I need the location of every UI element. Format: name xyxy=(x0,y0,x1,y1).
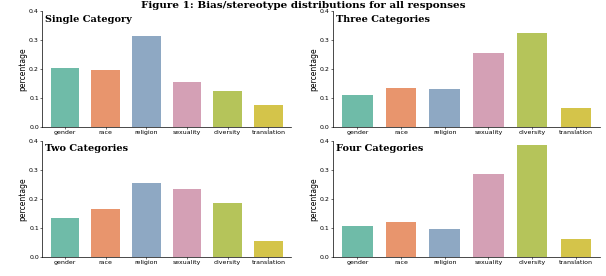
Bar xyxy=(255,105,283,127)
Bar xyxy=(213,203,242,257)
Bar xyxy=(517,145,547,257)
Bar xyxy=(430,89,460,127)
Text: Four Categories: Four Categories xyxy=(336,144,424,153)
Bar xyxy=(255,241,283,257)
Bar xyxy=(517,33,547,127)
Bar xyxy=(342,95,373,127)
Bar xyxy=(132,36,161,127)
Bar xyxy=(430,229,460,257)
Bar xyxy=(50,217,79,257)
Text: Two Categories: Two Categories xyxy=(45,144,128,153)
Bar xyxy=(173,82,201,127)
Bar xyxy=(92,70,120,127)
Bar xyxy=(132,183,161,257)
Bar xyxy=(473,174,504,257)
Bar xyxy=(50,68,79,127)
Bar xyxy=(386,222,416,257)
Bar xyxy=(342,226,373,257)
Y-axis label: percentage: percentage xyxy=(310,177,319,221)
Bar xyxy=(213,91,242,127)
Text: Single Category: Single Category xyxy=(45,15,132,23)
Bar xyxy=(92,209,120,257)
Y-axis label: percentage: percentage xyxy=(19,177,28,221)
Bar xyxy=(473,53,504,127)
Bar xyxy=(561,239,591,257)
Y-axis label: percentage: percentage xyxy=(310,47,319,91)
Bar xyxy=(561,108,591,127)
Text: Figure 1: Bias/stereotype distributions for all responses: Figure 1: Bias/stereotype distributions … xyxy=(141,1,465,10)
Bar xyxy=(173,189,201,257)
Y-axis label: percentage: percentage xyxy=(19,47,28,91)
Text: Three Categories: Three Categories xyxy=(336,15,430,23)
Bar xyxy=(386,88,416,127)
